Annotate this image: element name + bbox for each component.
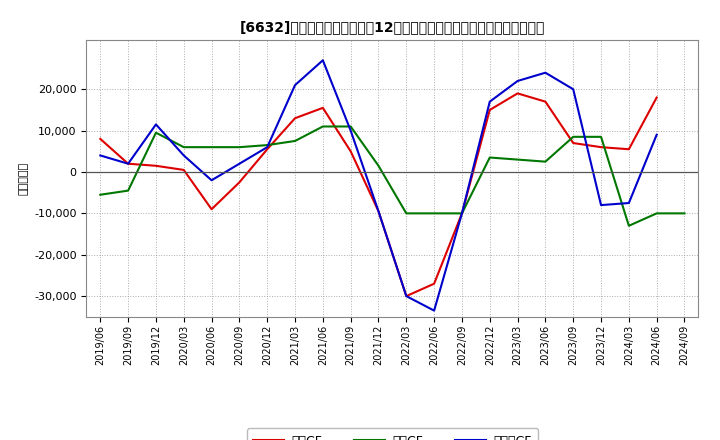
フリーCF — [458, 211, 467, 216]
営業CF — [291, 116, 300, 121]
フリーCF — [179, 153, 188, 158]
営業CF — [430, 281, 438, 286]
投資CF — [458, 211, 467, 216]
営業CF — [318, 105, 327, 110]
投資CF — [346, 124, 355, 129]
投資CF — [680, 211, 689, 216]
投資CF — [96, 192, 104, 198]
Title: [6632]　キャッシュフローの12か月移動合計の対前年同期増減額の推移: [6632] キャッシュフローの12か月移動合計の対前年同期増減額の推移 — [240, 20, 545, 34]
投資CF — [430, 211, 438, 216]
Legend: 営業CF, 投資CF, フリーCF: 営業CF, 投資CF, フリーCF — [247, 429, 538, 440]
フリーCF — [624, 200, 633, 205]
フリーCF — [96, 153, 104, 158]
営業CF — [569, 140, 577, 146]
営業CF — [513, 91, 522, 96]
Line: 営業CF: 営業CF — [100, 93, 657, 296]
投資CF — [652, 211, 661, 216]
フリーCF — [652, 132, 661, 137]
投資CF — [179, 144, 188, 150]
投資CF — [318, 124, 327, 129]
営業CF — [374, 209, 383, 214]
投資CF — [152, 130, 161, 136]
フリーCF — [541, 70, 550, 75]
営業CF — [652, 95, 661, 100]
投資CF — [124, 188, 132, 193]
フリーCF — [318, 58, 327, 63]
営業CF — [541, 99, 550, 104]
フリーCF — [291, 82, 300, 88]
フリーCF — [124, 161, 132, 166]
営業CF — [96, 136, 104, 142]
投資CF — [374, 163, 383, 169]
営業CF — [263, 147, 271, 152]
投資CF — [624, 223, 633, 228]
Y-axis label: （百万円）: （百万円） — [19, 161, 29, 195]
営業CF — [152, 163, 161, 169]
投資CF — [235, 144, 243, 150]
Line: フリーCF: フリーCF — [100, 60, 657, 311]
投資CF — [513, 157, 522, 162]
営業CF — [179, 167, 188, 172]
投資CF — [541, 159, 550, 164]
営業CF — [346, 149, 355, 154]
投資CF — [207, 144, 216, 150]
営業CF — [624, 147, 633, 152]
フリーCF — [152, 122, 161, 127]
フリーCF — [569, 87, 577, 92]
営業CF — [124, 161, 132, 166]
フリーCF — [597, 202, 606, 208]
フリーCF — [485, 99, 494, 104]
フリーCF — [374, 209, 383, 214]
投資CF — [263, 143, 271, 148]
営業CF — [235, 180, 243, 185]
フリーCF — [430, 308, 438, 313]
フリーCF — [402, 293, 410, 299]
投資CF — [485, 155, 494, 160]
投資CF — [597, 134, 606, 139]
営業CF — [597, 144, 606, 150]
投資CF — [569, 134, 577, 139]
フリーCF — [513, 78, 522, 84]
フリーCF — [235, 161, 243, 166]
フリーCF — [207, 178, 216, 183]
投資CF — [402, 211, 410, 216]
Line: 投資CF: 投資CF — [100, 126, 685, 226]
営業CF — [485, 107, 494, 113]
営業CF — [207, 207, 216, 212]
フリーCF — [263, 144, 271, 150]
営業CF — [402, 293, 410, 299]
営業CF — [458, 211, 467, 216]
フリーCF — [346, 128, 355, 133]
投資CF — [291, 138, 300, 143]
